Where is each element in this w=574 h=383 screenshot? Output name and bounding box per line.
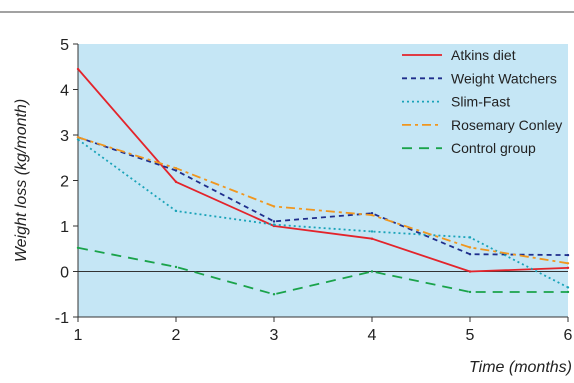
data-point (468, 236, 472, 239)
data-point (468, 270, 472, 273)
data-point (272, 293, 276, 296)
data-point (566, 253, 570, 257)
data-point (76, 138, 80, 141)
data-point (174, 180, 178, 184)
y-tick-label: -1 (55, 310, 69, 327)
legend-label: Rosemary Conley (451, 117, 562, 133)
data-point (566, 290, 570, 294)
y-tick-label: 3 (60, 128, 69, 145)
data-point (174, 169, 178, 172)
data-point (174, 209, 178, 213)
data-point (76, 136, 80, 139)
data-point (370, 237, 374, 240)
x-tick-label: 3 (270, 327, 279, 344)
y-tick-label: 5 (60, 37, 69, 54)
legend-label: Weight Watchers (451, 70, 557, 86)
legend-label: Control group (451, 140, 536, 156)
data-point (272, 220, 276, 223)
x-tick-label: 6 (564, 327, 573, 344)
y-tick-label: 2 (60, 174, 69, 191)
y-axis-label: Weight loss (kg/month) (13, 99, 30, 262)
data-point (272, 223, 276, 226)
series-line-3 (77, 136, 569, 265)
legend-label: Atkins diet (451, 47, 516, 63)
data-point (468, 246, 472, 249)
data-point (370, 213, 374, 217)
data-point (174, 167, 178, 170)
data-point (174, 265, 178, 269)
x-axis-label: Time (months) (469, 359, 572, 376)
data-point (76, 67, 80, 71)
legend-label: Slim-Fast (451, 94, 510, 110)
y-tick-label: 4 (60, 83, 69, 100)
data-point (272, 205, 276, 208)
data-point (566, 266, 570, 270)
y-tick-label: 1 (60, 219, 69, 236)
data-point (370, 230, 374, 233)
x-tick-label: 5 (466, 327, 475, 344)
data-point (566, 262, 570, 265)
series-line-2 (77, 138, 569, 289)
series-line-1 (77, 136, 569, 256)
x-tick-label: 1 (74, 327, 83, 344)
data-point (370, 270, 374, 273)
data-point (566, 286, 570, 289)
y-tick-label: 0 (60, 265, 69, 282)
data-point (370, 212, 374, 215)
x-tick-label: 4 (368, 327, 377, 344)
data-point (76, 246, 80, 250)
x-tick-label: 2 (172, 327, 181, 344)
data-point (468, 253, 472, 256)
data-point (468, 290, 472, 294)
